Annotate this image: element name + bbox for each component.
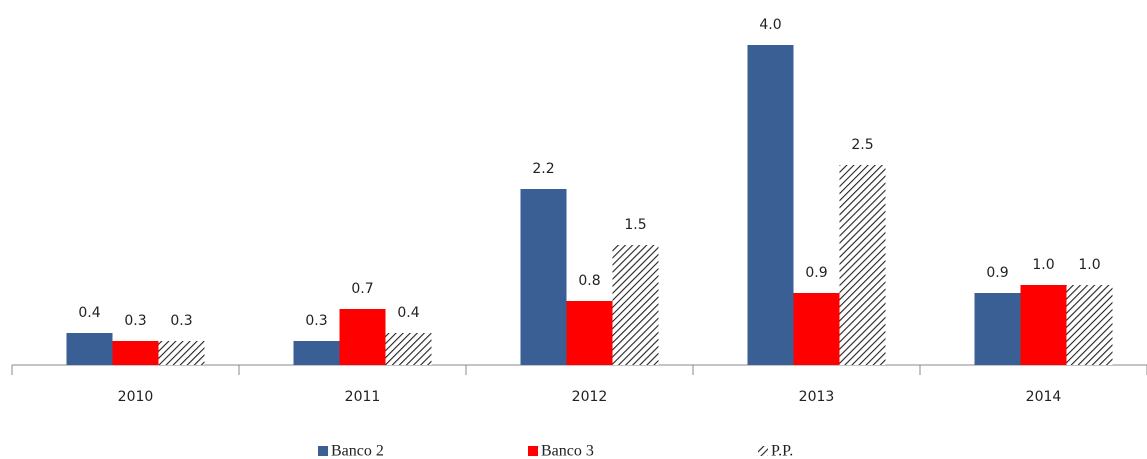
x-tick-label: 2010 [118,389,154,405]
data-label: 1.5 [624,217,646,233]
legend-swatch [528,446,538,456]
data-label: 1.0 [1032,257,1054,273]
data-label: 0.3 [124,313,146,329]
bar [293,341,340,365]
data-label: 1.0 [1078,257,1100,273]
bar [158,341,205,365]
bar [520,189,567,365]
bar [112,341,159,365]
bar [66,333,113,365]
data-label: 4.0 [759,17,781,33]
legend-label: P.P. [771,443,793,459]
bar [839,165,886,365]
bar [1020,285,1067,365]
data-label: 0.9 [986,265,1008,281]
x-tick-label: 2012 [572,389,608,405]
bar [1066,285,1113,365]
x-tick-label: 2011 [345,389,381,405]
bar [385,333,432,365]
bar [339,309,386,365]
data-label: 0.9 [805,265,827,281]
legend-swatch [318,446,328,456]
legend-label: Banco 2 [331,443,384,459]
bar [612,245,659,365]
bar [747,45,794,365]
bar [793,293,840,365]
data-label: 0.4 [78,305,100,321]
legend-label: Banco 3 [541,443,594,459]
bar [566,301,613,365]
data-label: 0.3 [170,313,192,329]
legend-swatch [758,446,768,456]
bar [974,293,1021,365]
data-label: 0.8 [578,273,600,289]
data-label: 0.4 [397,305,419,321]
x-tick-label: 2013 [799,389,835,405]
data-label: 0.7 [351,281,373,297]
data-label: 2.5 [851,137,873,153]
x-tick-label: 2014 [1026,389,1062,405]
data-label: 0.3 [305,313,327,329]
data-label: 2.2 [532,161,554,177]
